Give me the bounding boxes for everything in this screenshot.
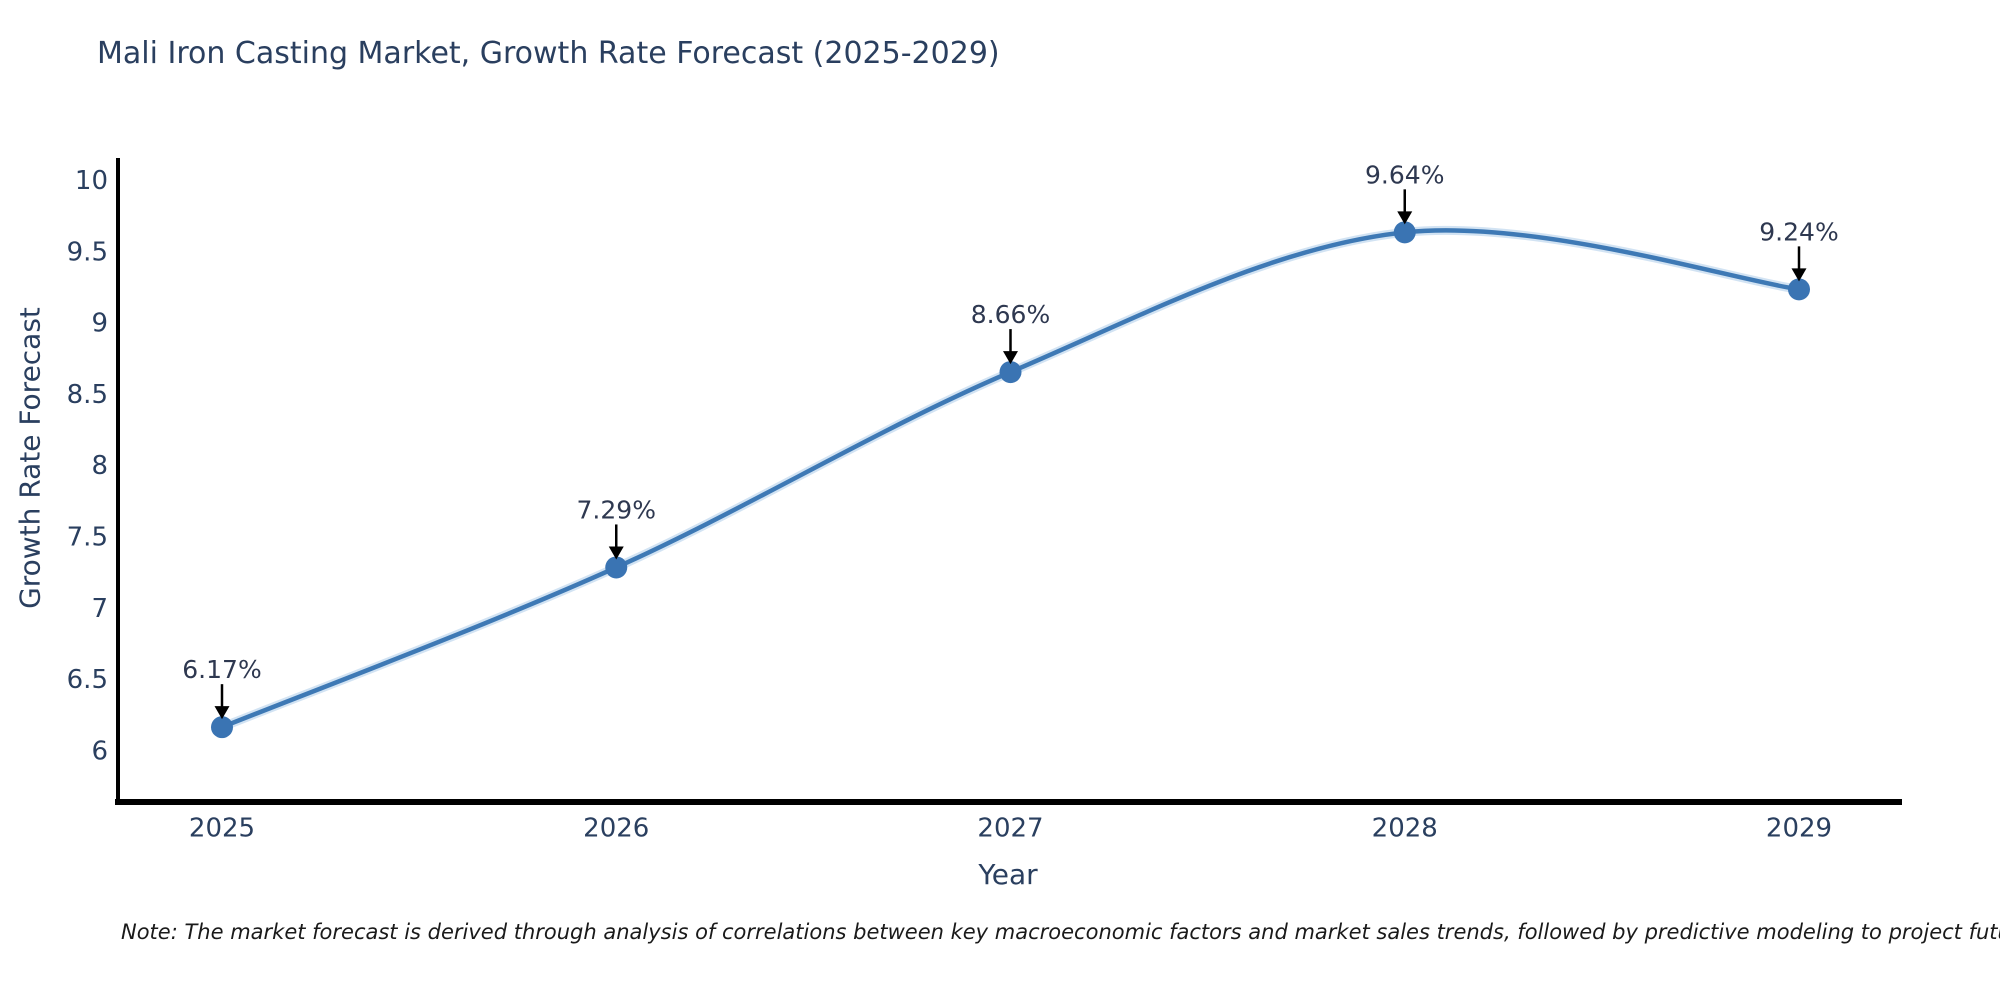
point-annotation-label: 9.24% xyxy=(1759,217,1838,246)
x-axis-title: Year xyxy=(978,858,1038,891)
y-tick-label: 7.5 xyxy=(67,523,108,553)
data-point-marker xyxy=(605,556,628,579)
y-axis-title: Growth Rate Forecast xyxy=(13,307,47,609)
y-tick-label: 9 xyxy=(91,309,108,339)
annotation-arrowhead xyxy=(1791,268,1807,282)
x-tick-label: 2029 xyxy=(1766,813,1832,843)
x-tick-label: 2025 xyxy=(189,813,255,843)
data-point-marker xyxy=(211,716,233,739)
y-tick-label: 6.5 xyxy=(67,665,108,695)
annotation-arrowhead xyxy=(608,546,624,560)
annotation-arrowhead xyxy=(1003,351,1018,365)
data-point-marker xyxy=(1393,221,1416,244)
annotation-arrowhead xyxy=(1397,211,1413,225)
data-point-marker xyxy=(1788,278,1810,301)
x-tick-label: 2028 xyxy=(1372,813,1438,843)
y-tick-label: 10 xyxy=(75,166,108,196)
annotation-arrowhead xyxy=(214,706,230,720)
y-tick-label: 9.5 xyxy=(67,237,108,267)
point-annotation-label: 8.66% xyxy=(971,300,1050,329)
chart-title: Mali Iron Casting Market, Growth Rate Fo… xyxy=(97,36,1000,71)
y-tick-label: 8.5 xyxy=(67,380,108,410)
footnote: Note: The market forecast is derived thr… xyxy=(121,920,2000,944)
x-tick-label: 2027 xyxy=(977,813,1043,843)
y-tick-label: 6 xyxy=(91,736,108,766)
y-tick-label: 8 xyxy=(91,451,108,481)
point-annotation-label: 9.64% xyxy=(1365,160,1444,189)
y-tick-label: 7 xyxy=(91,594,108,624)
x-tick-label: 2026 xyxy=(583,813,649,843)
point-annotation-label: 6.17% xyxy=(182,655,261,684)
point-annotation-label: 7.29% xyxy=(577,495,656,524)
data-point-marker xyxy=(999,361,1022,384)
